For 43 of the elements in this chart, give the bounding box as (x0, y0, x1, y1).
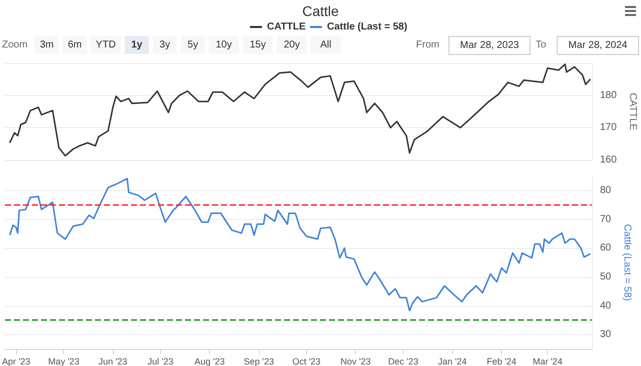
x-tick-label: Nov '23 (340, 356, 371, 366)
x-tick-label: May '23 (48, 356, 80, 366)
y-tick-label: 40 (600, 300, 612, 312)
x-tick-label: Jun '23 (98, 356, 128, 366)
text: 15y (250, 40, 266, 50)
legend-label: CATTLE (267, 22, 306, 32)
y-tick-label: 60 (600, 242, 612, 254)
text: 3m (40, 40, 54, 50)
y-tick-label: 80 (600, 184, 612, 196)
text: 10y (216, 40, 232, 50)
y-tick-label: 70 (600, 214, 612, 225)
text: From (416, 40, 440, 50)
text: Mar 28, 2023 (460, 40, 520, 51)
x-tick-label: Mar '24 (532, 356, 562, 366)
x-tick-label: Jan '24 (438, 356, 467, 366)
x-tick-label: Aug '23 (194, 356, 225, 366)
chart-title: Cattle (302, 3, 339, 19)
y-tick-label: 30 (600, 329, 612, 340)
text: 6m (68, 40, 82, 50)
x-tick-label: Oct '23 (292, 356, 321, 366)
x-tick-label: Apr '23 (2, 356, 30, 366)
text: 5y (188, 40, 198, 50)
legend-label: Cattle (Last = 58) (327, 22, 408, 32)
text: All (320, 40, 332, 50)
x-tick-label: Jul '23 (148, 356, 174, 366)
line-series (9, 178, 592, 312)
text: 1y (131, 40, 143, 50)
text: YTD (96, 40, 116, 50)
text: To (536, 40, 547, 50)
x-tick-label: Feb '24 (486, 356, 516, 366)
y-tick-label: 160 (600, 154, 618, 166)
y-axis-title: Cattle (Last = 58) (622, 224, 633, 301)
text: Zoom (2, 40, 28, 50)
x-tick-label: Sep '23 (244, 356, 274, 366)
text: 3y (160, 40, 170, 50)
line-series (9, 64, 592, 157)
y-tick-label: 180 (600, 90, 618, 101)
text: 20y (284, 40, 300, 50)
y-axis-title: CATTLE (627, 92, 638, 131)
text: Mar 28, 2024 (568, 40, 628, 51)
x-tick-label: Dec '23 (388, 356, 418, 366)
y-tick-label: 50 (600, 271, 612, 282)
y-tick-label: 170 (600, 122, 618, 134)
